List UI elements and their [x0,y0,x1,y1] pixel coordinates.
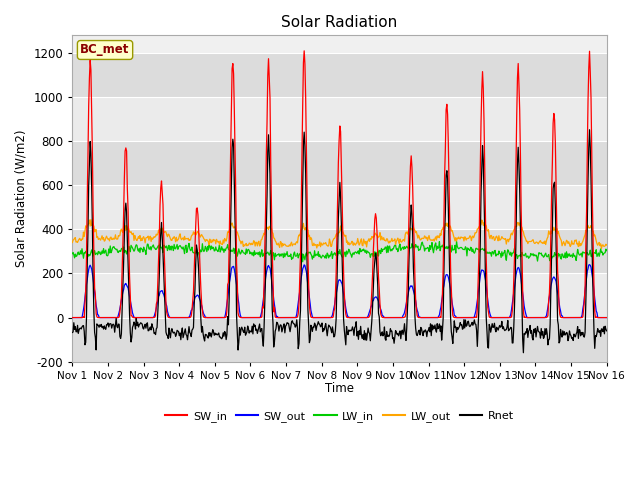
LW_in [405,245,413,251]
Rnet [133,323,141,328]
LW_out [598,245,605,251]
SW_out [133,315,141,321]
SW_in [133,315,141,321]
SW_out [603,315,611,321]
LW_in [452,239,460,244]
Bar [72,97,607,141]
SW_in [216,315,223,321]
SW_out [188,308,195,313]
LW_out [134,236,141,241]
Rnet [68,330,76,336]
SW_out [78,315,86,321]
LW_in [133,242,141,248]
Line: SW_in: SW_in [72,51,607,318]
SW_in [603,315,611,321]
SW_out [586,262,593,267]
Rnet [78,324,86,330]
LW_out [188,232,196,238]
LW_out [603,242,611,248]
SW_in [78,315,86,321]
Line: LW_out: LW_out [72,220,607,248]
Rnet [420,328,428,334]
Line: Rnet: Rnet [72,130,607,353]
SW_in [405,212,413,218]
LW_out [216,238,224,244]
SW_in [68,315,76,321]
SW_out [404,290,412,296]
Rnet [404,291,412,297]
Rnet [188,334,195,339]
Bar [72,274,607,318]
Bar [72,318,607,362]
LW_in [299,259,307,264]
Title: Solar Radiation: Solar Radiation [282,15,397,30]
LW_out [87,217,95,223]
Legend: SW_in, SW_out, LW_in, LW_out, Rnet: SW_in, SW_out, LW_in, LW_out, Rnet [161,407,518,426]
LW_out [405,227,413,233]
Text: BC_met: BC_met [81,44,130,57]
LW_out [420,233,428,239]
Bar [72,229,607,274]
LW_in [68,251,76,257]
SW_out [68,315,76,321]
Line: SW_out: SW_out [72,264,607,318]
Bar [72,53,607,97]
Bar [72,185,607,229]
Y-axis label: Solar Radiation (W/m2): Solar Radiation (W/m2) [15,130,28,267]
LW_out [68,240,76,245]
LW_in [188,247,195,253]
LW_in [78,246,86,252]
Rnet [586,127,593,132]
Line: LW_in: LW_in [72,241,607,262]
LW_in [216,242,223,248]
SW_in [420,315,428,321]
LW_in [420,248,428,254]
Rnet [216,334,223,340]
SW_out [420,315,428,321]
LW_in [603,248,611,253]
SW_out [216,315,223,321]
Rnet [520,350,527,356]
SW_in [188,313,195,319]
LW_out [78,236,86,242]
SW_in [300,48,308,54]
Bar [72,141,607,185]
X-axis label: Time: Time [325,382,354,395]
Rnet [603,328,611,334]
